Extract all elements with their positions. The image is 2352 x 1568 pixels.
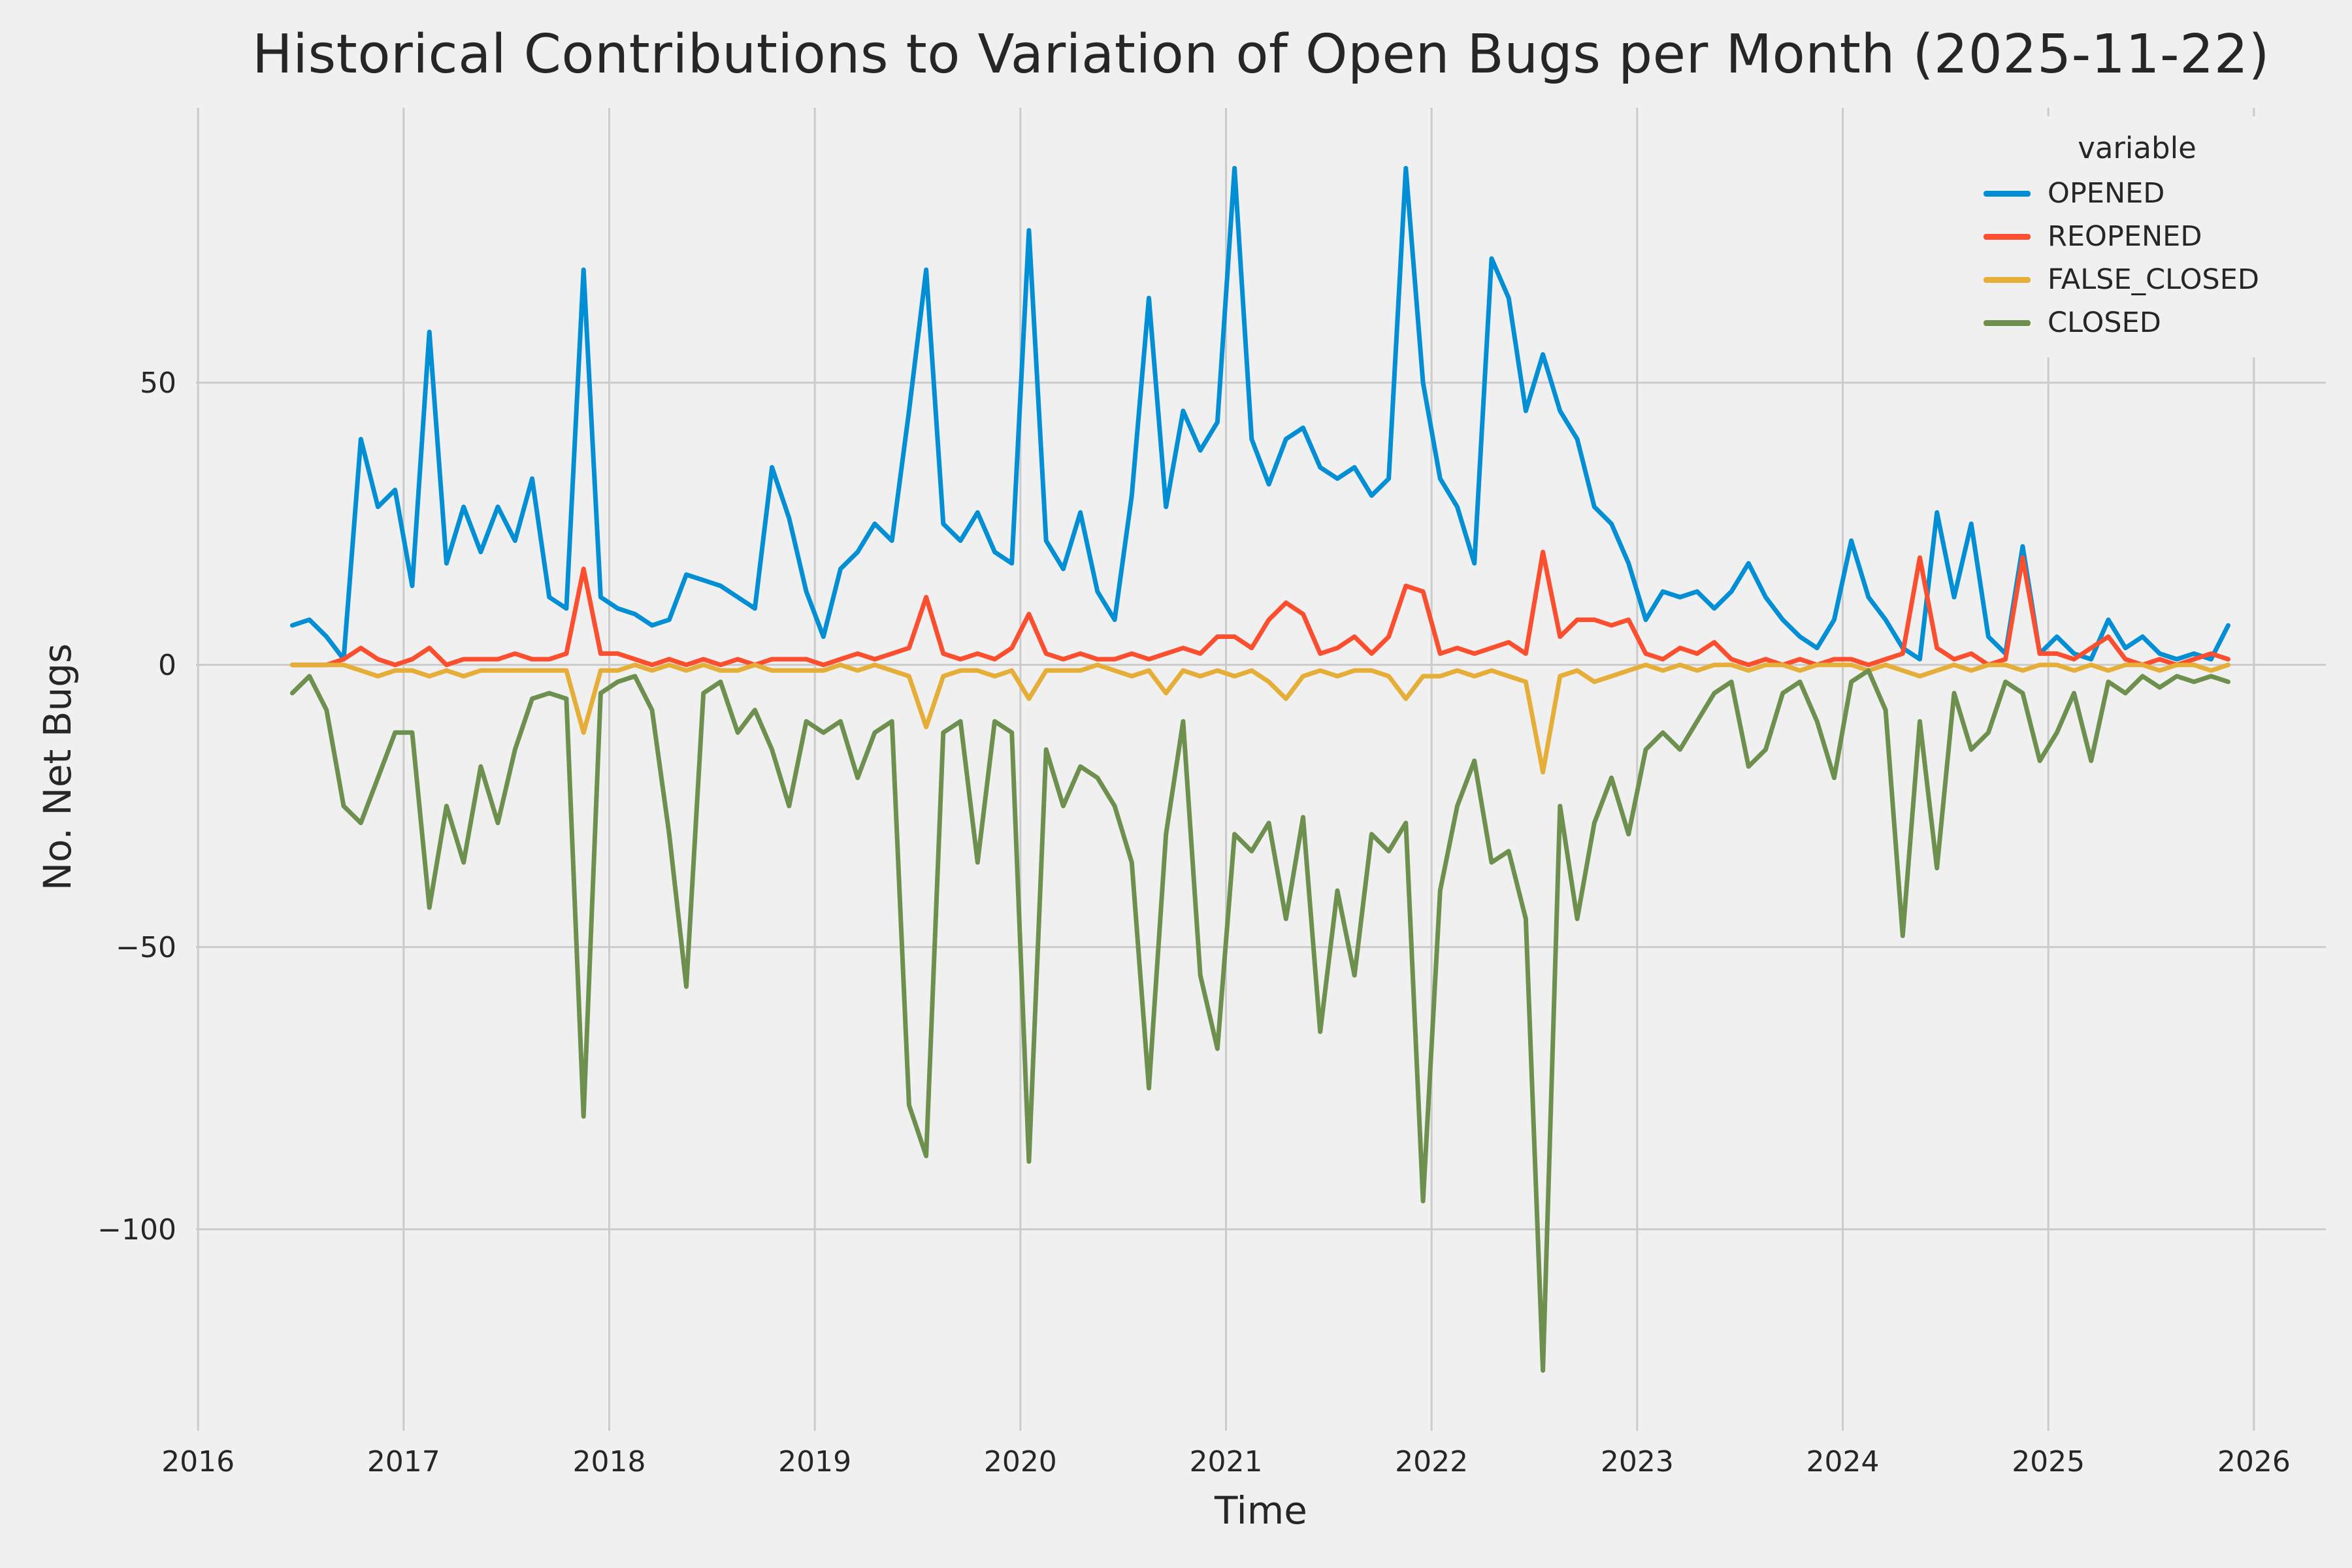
series-line-opened bbox=[289, 165, 2230, 662]
x-tick-label-2023: 2023 bbox=[1601, 1445, 1674, 1478]
legend-item-false_closed: FALSE_CLOSED bbox=[1984, 263, 2291, 296]
x-tick-label-2017: 2017 bbox=[367, 1445, 440, 1478]
legend-swatch-reopened bbox=[1984, 233, 2031, 240]
series-line-reopened bbox=[289, 549, 2230, 668]
legend-item-opened: OPENED bbox=[1984, 177, 2291, 210]
x-tick-label-2016: 2016 bbox=[161, 1445, 235, 1478]
legend-swatch-false_closed bbox=[1984, 276, 2031, 283]
x-axis-label: Time bbox=[1215, 1488, 1307, 1533]
legend-swatch-opened bbox=[1984, 190, 2031, 197]
x-tick-label-2026: 2026 bbox=[2217, 1445, 2291, 1478]
legend-item-closed: CLOSED bbox=[1984, 306, 2291, 339]
series-line-closed bbox=[289, 668, 2230, 1373]
legend-label-reopened: REOPENED bbox=[2048, 220, 2202, 253]
legend-label-opened: OPENED bbox=[2048, 177, 2165, 210]
legend-title: variable bbox=[2078, 131, 2197, 165]
x-tick-label-2024: 2024 bbox=[1806, 1445, 1880, 1478]
legend-item-reopened: REOPENED bbox=[1984, 220, 2291, 253]
legend: variable OPENED REOPENED FALSE_CLOSED CLOSED bbox=[1961, 116, 2317, 357]
x-tick-label-2021: 2021 bbox=[1190, 1445, 1263, 1478]
legend-label-false_closed: FALSE_CLOSED bbox=[2048, 263, 2259, 296]
y-tick-label-0: 0 bbox=[158, 649, 176, 682]
series-line-false_closed bbox=[289, 662, 2230, 775]
y-tick-label-50: 50 bbox=[140, 367, 176, 400]
y-tick-label--100: −100 bbox=[97, 1213, 176, 1247]
x-tick-label-2022: 2022 bbox=[1395, 1445, 1468, 1478]
x-tick-label-2018: 2018 bbox=[572, 1445, 645, 1478]
x-tick-label-2025: 2025 bbox=[2012, 1445, 2085, 1478]
chart-title: Historical Contributions to Variation of… bbox=[252, 24, 2270, 86]
legend-swatch-closed bbox=[1984, 319, 2031, 326]
x-tick-label-2020: 2020 bbox=[984, 1445, 1057, 1478]
y-tick-label--50: −50 bbox=[116, 931, 176, 964]
legend-label-closed: CLOSED bbox=[2048, 306, 2161, 339]
x-tick-label-2019: 2019 bbox=[778, 1445, 851, 1478]
